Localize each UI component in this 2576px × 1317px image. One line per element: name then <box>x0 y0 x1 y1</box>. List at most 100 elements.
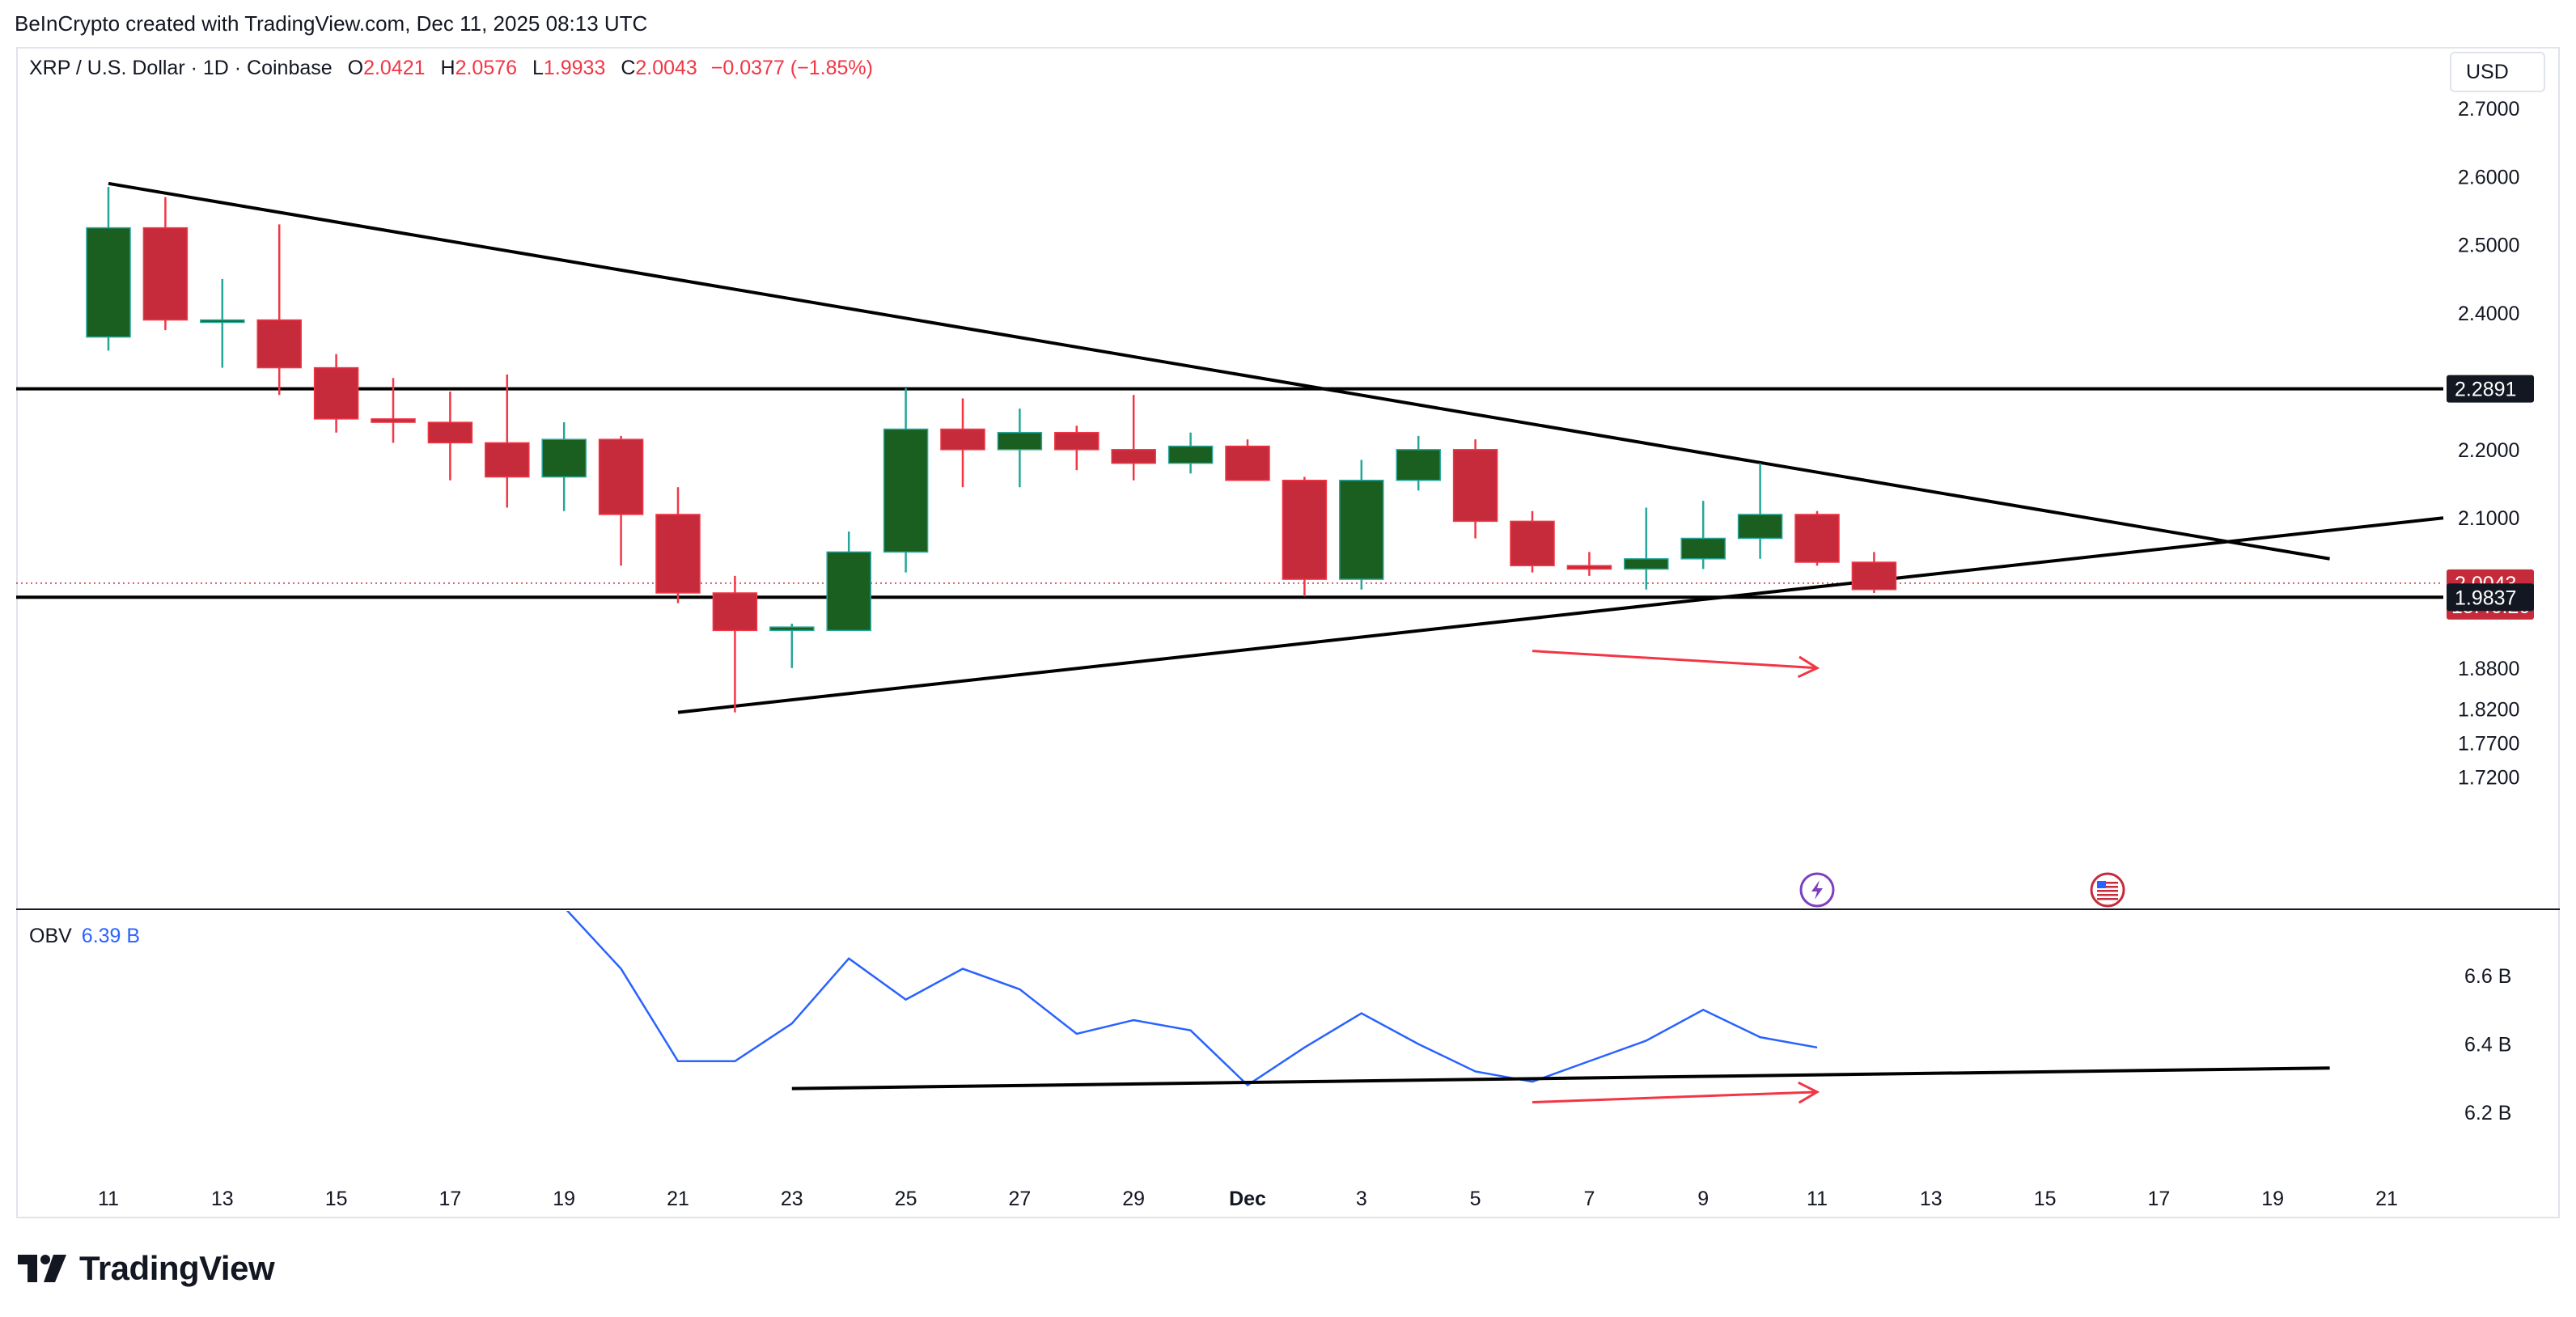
us-flag-event-icon <box>2090 872 2125 908</box>
trendline-1 <box>677 516 2444 714</box>
candle-body-19 <box>1167 445 1214 464</box>
date-tick-label-10: Dec <box>1229 1188 1266 1210</box>
price-tick-label-3: 2.4000 <box>2458 303 2519 325</box>
candle-body-2 <box>200 319 245 324</box>
trendline-0 <box>108 181 2330 561</box>
tradingview-logo: TradingView <box>18 1249 275 1288</box>
low-value: 1.9933 <box>543 57 606 79</box>
candle-body-10 <box>655 514 701 594</box>
candle-body-4 <box>313 366 359 420</box>
close-label: C <box>621 57 636 79</box>
currency-label: USD <box>2466 60 2509 83</box>
date-tick-label-3: 17 <box>439 1188 461 1210</box>
price-tick-label-2: 2.5000 <box>2458 235 2519 257</box>
price-tick-label-9: 1.7200 <box>2458 767 2519 790</box>
date-tick-label-15: 11 <box>1807 1188 1828 1210</box>
candle-body-20 <box>1225 445 1270 481</box>
flash-event-icon <box>1799 872 1835 908</box>
date-tick-label-6: 23 <box>781 1188 803 1210</box>
date-tick-label-20: 21 <box>2375 1188 2398 1210</box>
obv-line <box>566 911 1818 1086</box>
obv-tick-label-0: 6.6 B <box>2464 965 2511 988</box>
obv-value: 6.39 B <box>81 925 141 947</box>
candle-body-27 <box>1624 558 1669 570</box>
high-label: H <box>440 57 455 79</box>
price-arrow-head <box>1797 655 1820 679</box>
candle-body-30 <box>1794 514 1840 563</box>
symbol-title: XRP / U.S. Dollar · 1D · Coinbase <box>29 57 333 79</box>
date-tick-label-7: 25 <box>895 1188 917 1210</box>
currency-selector[interactable]: USD <box>2450 52 2545 92</box>
tradingview-logo-icon <box>18 1255 66 1282</box>
candle-body-28 <box>1680 537 1726 560</box>
flag-stripe-icon <box>2097 898 2119 900</box>
obv-tick-label-1: 6.4 B <box>2464 1034 2511 1057</box>
price-tick-label-4: 2.2000 <box>2458 439 2519 462</box>
date-tick-label-1: 13 <box>211 1188 234 1210</box>
candle-body-24 <box>1452 449 1498 523</box>
price-tick-label-5: 2.1000 <box>2458 507 2519 530</box>
price-tick-label-0: 2.7000 <box>2458 98 2519 121</box>
close-value: 2.0043 <box>635 57 697 79</box>
candle-body-18 <box>1111 449 1156 464</box>
candle-body-25 <box>1510 520 1555 566</box>
candle-body-12 <box>769 626 815 632</box>
candle-body-3 <box>256 319 302 369</box>
candle-body-6 <box>427 421 473 444</box>
chart-credit: BeInCrypto created with TradingView.com,… <box>15 11 648 36</box>
price-tag-bg-0 <box>2447 375 2534 403</box>
candle-body-26 <box>1566 565 1612 570</box>
candle-body-1 <box>142 227 189 321</box>
open-label: O <box>347 57 364 79</box>
candle-body-17 <box>1054 431 1099 451</box>
candle-body-23 <box>1396 449 1441 481</box>
candle-body-15 <box>940 428 985 451</box>
obv-support-line <box>791 1066 2330 1090</box>
candle-body-7 <box>485 442 530 478</box>
open-value: 2.0421 <box>363 57 426 79</box>
obv-label: OBV <box>29 925 72 947</box>
candle-body-11 <box>712 592 758 632</box>
candle-body-31 <box>1851 561 1897 591</box>
candle-body-16 <box>997 431 1043 451</box>
date-tick-label-14: 9 <box>1697 1188 1709 1210</box>
date-tick-label-0: 11 <box>98 1188 119 1210</box>
candle-body-0 <box>86 227 131 338</box>
candle-body-14 <box>883 428 929 553</box>
date-tick-label-16: 13 <box>1920 1188 1943 1210</box>
flash-bolt-icon <box>1811 880 1823 900</box>
date-tick-label-19: 19 <box>2261 1188 2284 1210</box>
price-tick-label-7: 1.8200 <box>2458 698 2519 721</box>
flag-canton-icon <box>2097 881 2107 888</box>
candle-body-13 <box>826 551 871 632</box>
price-tick-label-1: 2.6000 <box>2458 166 2519 188</box>
date-tick-label-12: 5 <box>1470 1188 1481 1210</box>
flag-stripe-icon <box>2097 886 2119 888</box>
low-label: L <box>532 57 544 79</box>
date-tick-label-8: 27 <box>1008 1188 1031 1210</box>
candle-body-29 <box>1737 514 1783 540</box>
obv-tick-label-2: 6.2 B <box>2464 1102 2511 1124</box>
candle-body-5 <box>371 418 416 423</box>
price-tag-label-0: 2.2891 <box>2455 379 2516 401</box>
price-tick-label-6: 1.8800 <box>2458 658 2519 680</box>
symbol-legend: XRP / U.S. Dollar · 1D · Coinbase O2.042… <box>29 57 873 80</box>
date-tick-label-4: 19 <box>553 1188 575 1210</box>
candle-body-8 <box>541 438 587 478</box>
date-tick-label-2: 15 <box>325 1188 348 1210</box>
obv-arrow-shaft <box>1532 1090 1818 1104</box>
price-tick-label-8: 1.7700 <box>2458 733 2519 756</box>
high-value: 2.0576 <box>455 57 518 79</box>
obv-legend: OBV 6.39 B <box>29 925 140 948</box>
price-arrow-shaft <box>1532 650 1818 670</box>
date-tick-label-11: 3 <box>1356 1188 1367 1210</box>
brand-name: TradingView <box>79 1249 275 1287</box>
price-tag-bg-2 <box>2447 583 2534 612</box>
candle-body-9 <box>598 438 644 515</box>
candle-body-22 <box>1339 480 1384 580</box>
flag-stripe-icon <box>2097 894 2119 896</box>
flag-stripe-icon <box>2097 890 2119 892</box>
date-tick-label-17: 15 <box>2034 1188 2057 1210</box>
chart-frame <box>16 47 2560 1218</box>
